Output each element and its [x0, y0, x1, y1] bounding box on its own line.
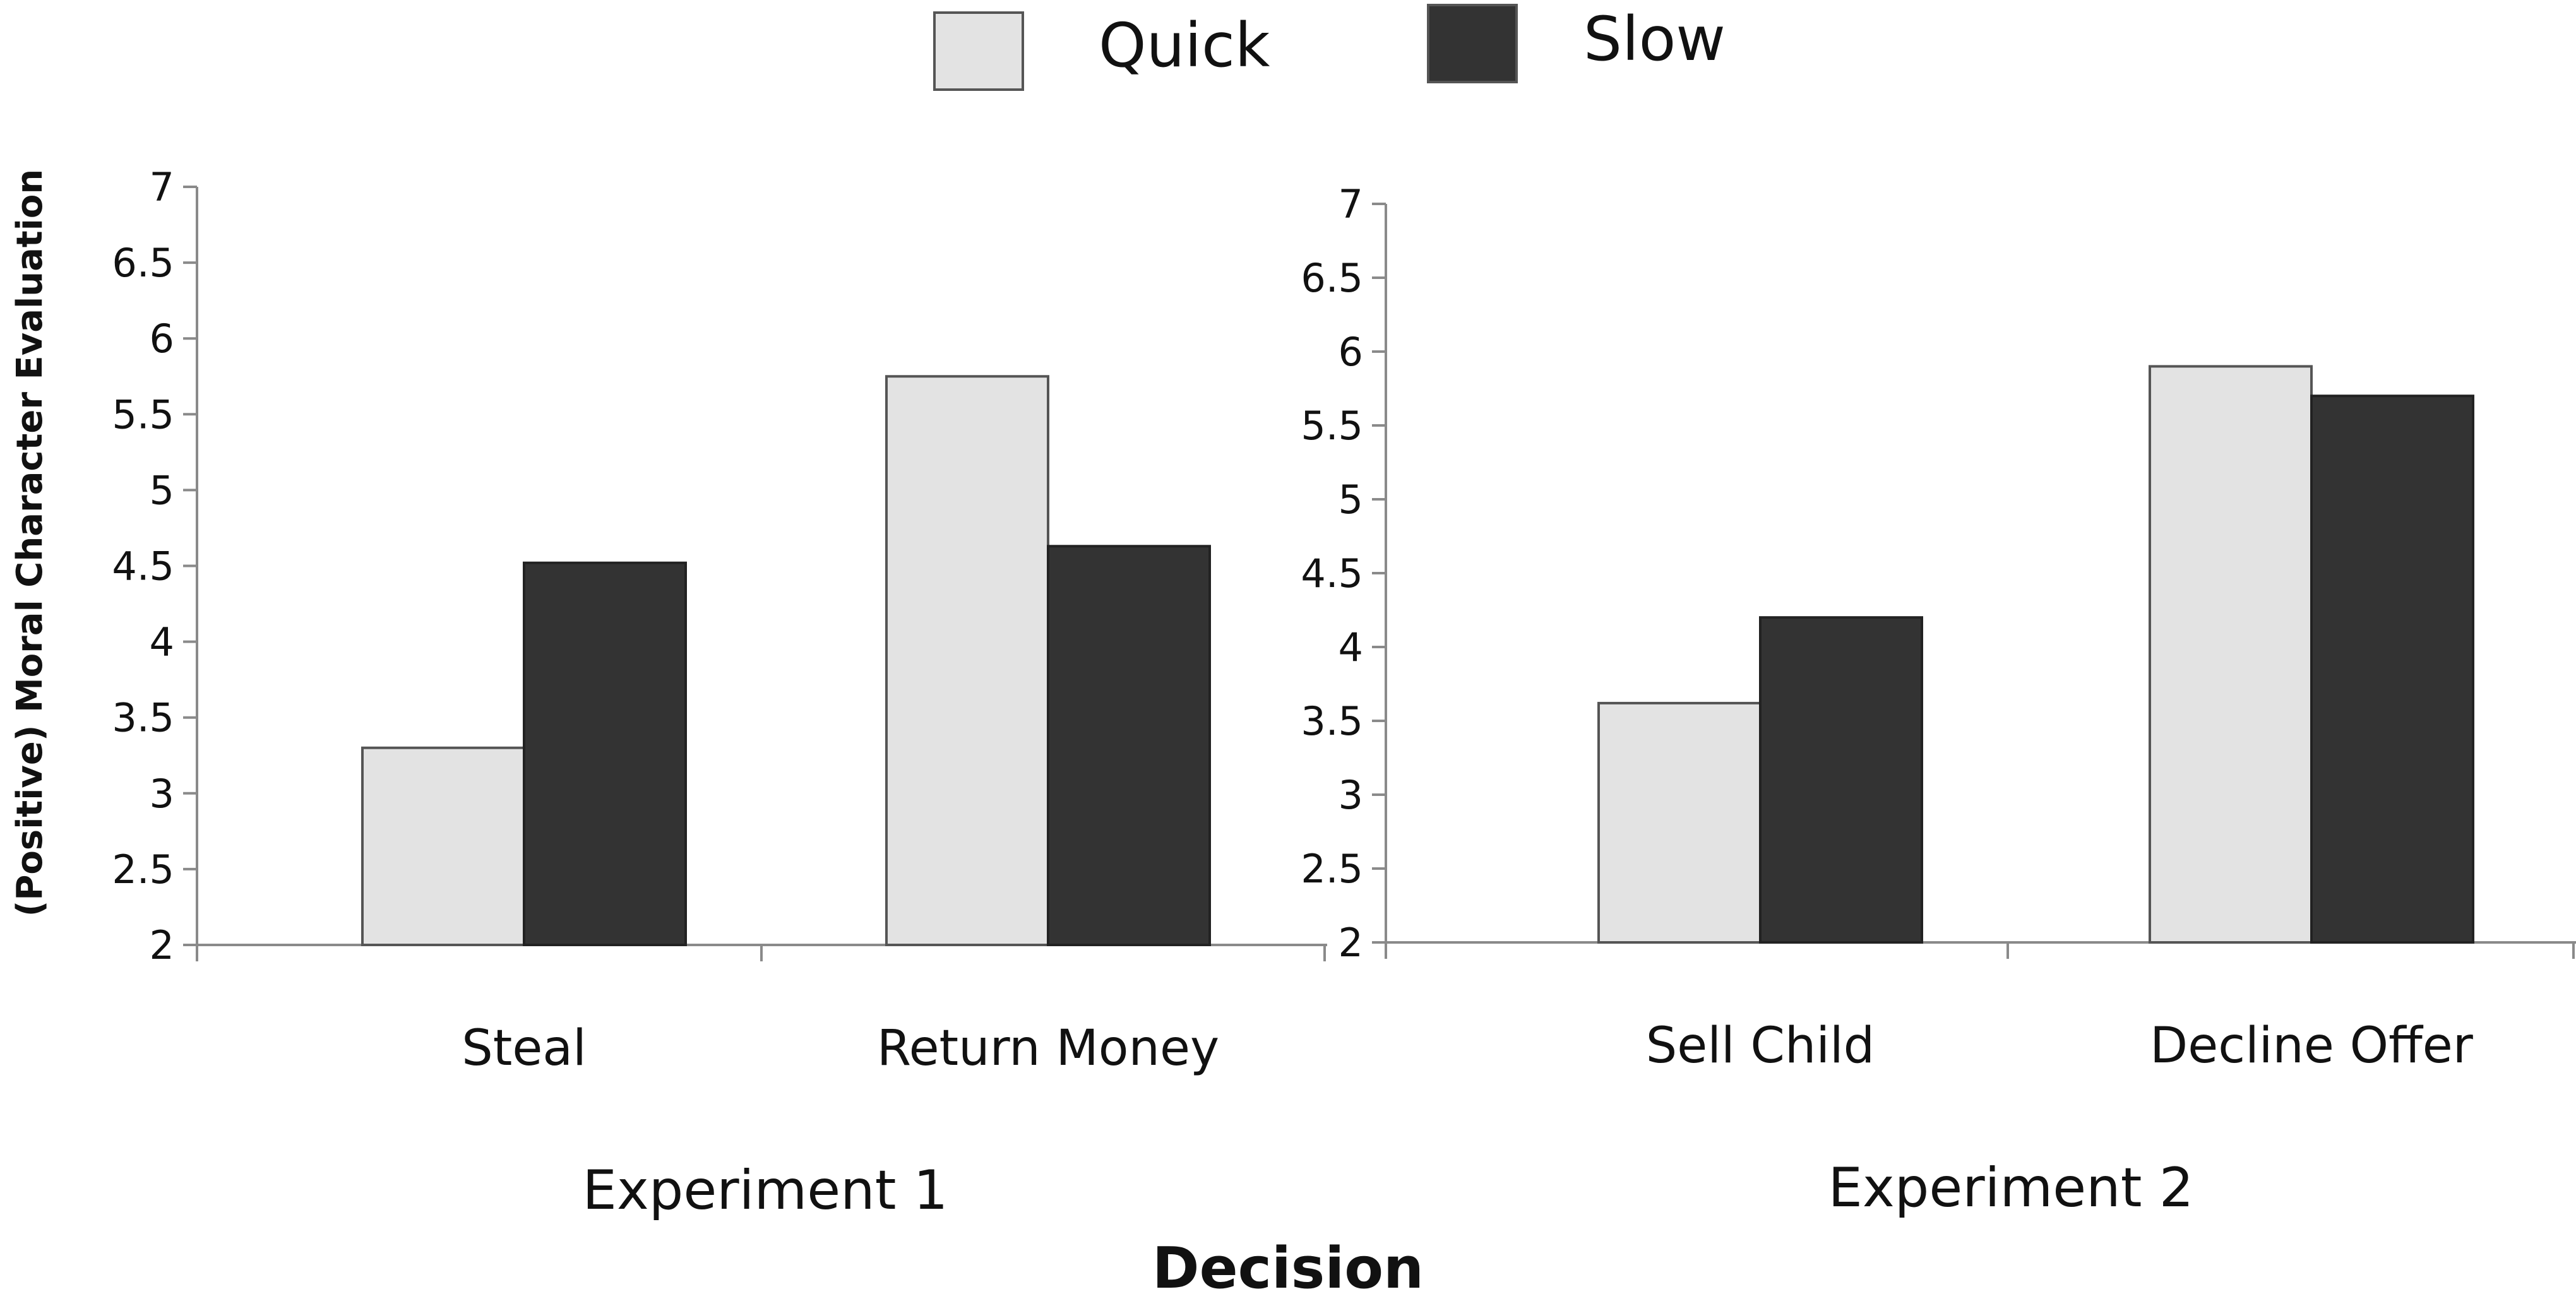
y-tick-label: 3.5: [112, 695, 174, 741]
y-tick-label: 5.5: [112, 391, 174, 437]
legend-swatch-slow: [1427, 4, 1518, 83]
y-tick-label: 4.5: [1301, 550, 1363, 597]
y-tick-label: 6: [1339, 329, 1363, 375]
bar-quick-steal: [361, 746, 525, 946]
bar-quick-return-money: [885, 375, 1049, 946]
y-tick-label: 4: [150, 619, 174, 665]
y-tick-label: 5.5: [1301, 403, 1363, 449]
y-tick-label: 2.5: [112, 846, 174, 893]
y-tick-label: 5: [150, 467, 174, 513]
chart-panel-experiment-2: 2 2.5 3 3.5 4 4.5 5 5.5 6 6.5 7 Sell Child Decline O…: [1301, 181, 2576, 1220]
y-tick-label: 4.5: [112, 543, 174, 590]
x-category-label: Decline Offer: [2150, 1018, 2474, 1074]
y-tick-label: 6.5: [1301, 255, 1363, 301]
y-tick-label: 2: [1339, 920, 1363, 966]
experiment-group-label: Experiment 2: [1828, 1156, 2194, 1220]
x-axis-title: Decision: [1152, 1235, 1424, 1294]
bar-quick-decline-offer: [2149, 365, 2313, 944]
x-category-label: Steal: [462, 1020, 587, 1077]
bar-quick-sell-child: [1597, 701, 1762, 944]
y-tick-label: 5: [1339, 477, 1363, 523]
legend: Quick Slow: [933, 4, 1726, 91]
bar-slow-decline-offer: [2310, 395, 2474, 944]
y-axis-label: (Positive) Moral Character Evaluation: [9, 169, 51, 917]
bar-slow-sell-child: [1759, 616, 1923, 944]
y-tick-label: 3: [1339, 772, 1363, 818]
y-tick-label: 2: [150, 922, 174, 968]
y-tick-label: 6: [150, 316, 174, 362]
y-tick-label: 4: [1339, 624, 1363, 670]
x-category-label: Sell Child: [1646, 1018, 1875, 1074]
legend-label-slow: Slow: [1583, 4, 1726, 74]
y-tick-label: 2.5: [1301, 846, 1363, 892]
legend-label-quick: Quick: [1099, 10, 1270, 81]
x-category-label: Return Money: [877, 1020, 1219, 1077]
y-tick-label: 6.5: [112, 240, 174, 286]
y-tick-label: 3: [150, 771, 174, 817]
legend-swatch-quick: [933, 11, 1024, 91]
experiment-group-label: Experiment 1: [583, 1159, 948, 1222]
y-tick-label: 3.5: [1301, 698, 1363, 744]
bar-slow-steal: [523, 561, 687, 946]
y-tick-label: 7: [150, 164, 174, 210]
bar-slow-return-money: [1047, 545, 1211, 946]
y-tick-label: 7: [1339, 181, 1363, 227]
chart-panel-experiment-1: 2 2.5 3 3.5 4 4.5 5 5.5 6 6.5 7 Steal Return Money Ex…: [112, 164, 1327, 1222]
